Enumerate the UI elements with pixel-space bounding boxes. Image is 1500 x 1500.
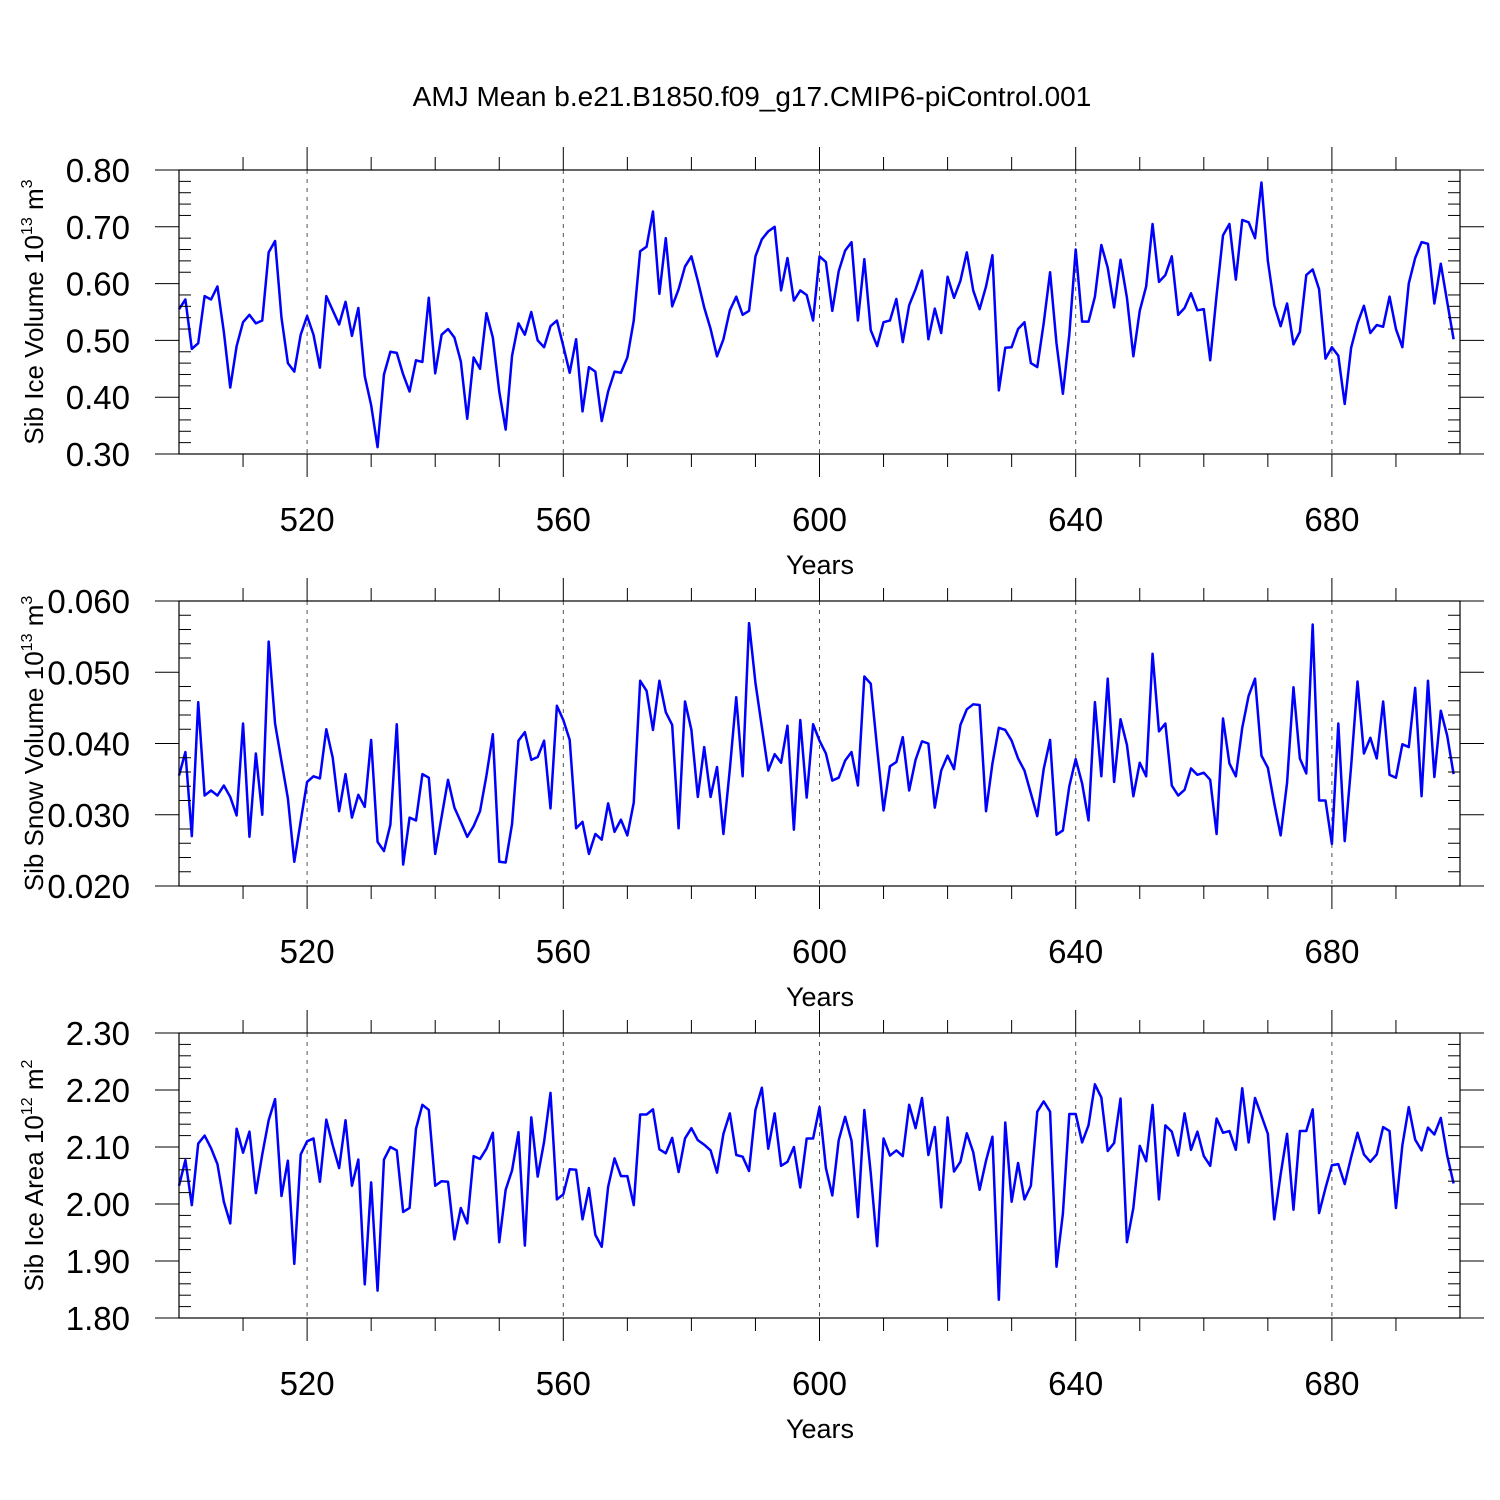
y-axis-label: Sib Snow Volume 1013 m3 xyxy=(19,596,49,892)
x-axis-label: Years xyxy=(786,982,854,1012)
series-line xyxy=(177,621,1455,866)
y-tick-label: 2.20 xyxy=(66,1072,130,1109)
x-tick-label: 560 xyxy=(536,1365,591,1402)
y-tick-label: 0.60 xyxy=(66,266,130,303)
plot-frame xyxy=(178,1032,1461,1319)
y-axis-label-unit: m xyxy=(19,188,49,217)
x-tick-label: 680 xyxy=(1304,1365,1359,1402)
x-tick-label: 640 xyxy=(1048,1365,1103,1402)
x-tick-label: 680 xyxy=(1304,501,1359,538)
y-tick-label: 1.80 xyxy=(66,1300,130,1337)
y-axis-label-unit-exponent: 3 xyxy=(19,179,36,188)
y-tick-label: 2.00 xyxy=(66,1186,130,1223)
y-axis-label-unit-exponent: 2 xyxy=(19,1059,36,1068)
y-axis-label-exponent: 13 xyxy=(19,633,36,651)
x-tick-label: 560 xyxy=(536,933,591,970)
y-tick-label: 0.030 xyxy=(47,797,130,834)
y-tick-label: 0.40 xyxy=(66,379,130,416)
x-tick-label: 680 xyxy=(1304,933,1359,970)
y-tick-label: 0.80 xyxy=(66,152,130,189)
x-tick-label: 560 xyxy=(536,501,591,538)
y-axis-label: Sib Ice Volume 1013 m3 xyxy=(19,179,49,444)
y-tick-label: 0.70 xyxy=(66,209,130,246)
y-axis-label-main: Sib Ice Area 10 xyxy=(19,1115,49,1291)
x-tick-label: 520 xyxy=(280,501,335,538)
y-axis-label-exponent: 12 xyxy=(19,1097,36,1115)
y-tick-label: 0.050 xyxy=(47,654,130,691)
x-tick-label: 600 xyxy=(792,501,847,538)
panel-3: 1.80 1.90 2.00 2.10 2.20 2.30 520 560 600 640 680 Y… xyxy=(19,1010,1484,1444)
x-axis-label: Years xyxy=(786,550,854,580)
y-axis-label-unit: m xyxy=(19,605,49,634)
x-tick-label: 640 xyxy=(1048,933,1103,970)
y-tick-label: 2.10 xyxy=(66,1129,130,1166)
y-axis-label-unit: m xyxy=(19,1068,49,1097)
y-tick-label: 0.060 xyxy=(47,583,130,620)
x-tick-label: 520 xyxy=(280,933,335,970)
panel-2: 0.020 0.030 0.040 0.050 0.060 520 560 600 640 680… xyxy=(19,578,1484,1012)
y-tick-label: 0.020 xyxy=(47,868,130,905)
x-tick-label: 600 xyxy=(792,1365,847,1402)
chart-title: AMJ Mean b.e21.B1850.f09_g17.CMIP6-piCon… xyxy=(413,81,1092,112)
y-axis-label-main: Sib Snow Volume 10 xyxy=(19,651,49,891)
x-tick-label: 640 xyxy=(1048,501,1103,538)
panel-1: 0.30 0.40 0.50 0.60 0.70 0.80 520 560 600 640 680 Y… xyxy=(19,147,1484,580)
x-tick-label: 520 xyxy=(280,1365,335,1402)
series-line xyxy=(177,1083,1455,1302)
x-axis-label: Years xyxy=(786,1414,854,1444)
y-axis-label-exponent: 13 xyxy=(19,217,36,235)
y-axis-label-unit-exponent: 3 xyxy=(19,596,36,605)
y-tick-label: 0.040 xyxy=(47,726,130,763)
y-axis-label: Sib Ice Area 1012 m2 xyxy=(19,1059,49,1291)
series-line xyxy=(177,181,1455,449)
x-tick-label: 600 xyxy=(792,933,847,970)
y-tick-label: 2.30 xyxy=(66,1015,130,1052)
y-axis-label-main: Sib Ice Volume 10 xyxy=(19,235,49,445)
y-tick-label: 0.50 xyxy=(66,322,130,359)
y-tick-label: 0.30 xyxy=(66,436,130,473)
y-tick-label: 1.90 xyxy=(66,1243,130,1280)
